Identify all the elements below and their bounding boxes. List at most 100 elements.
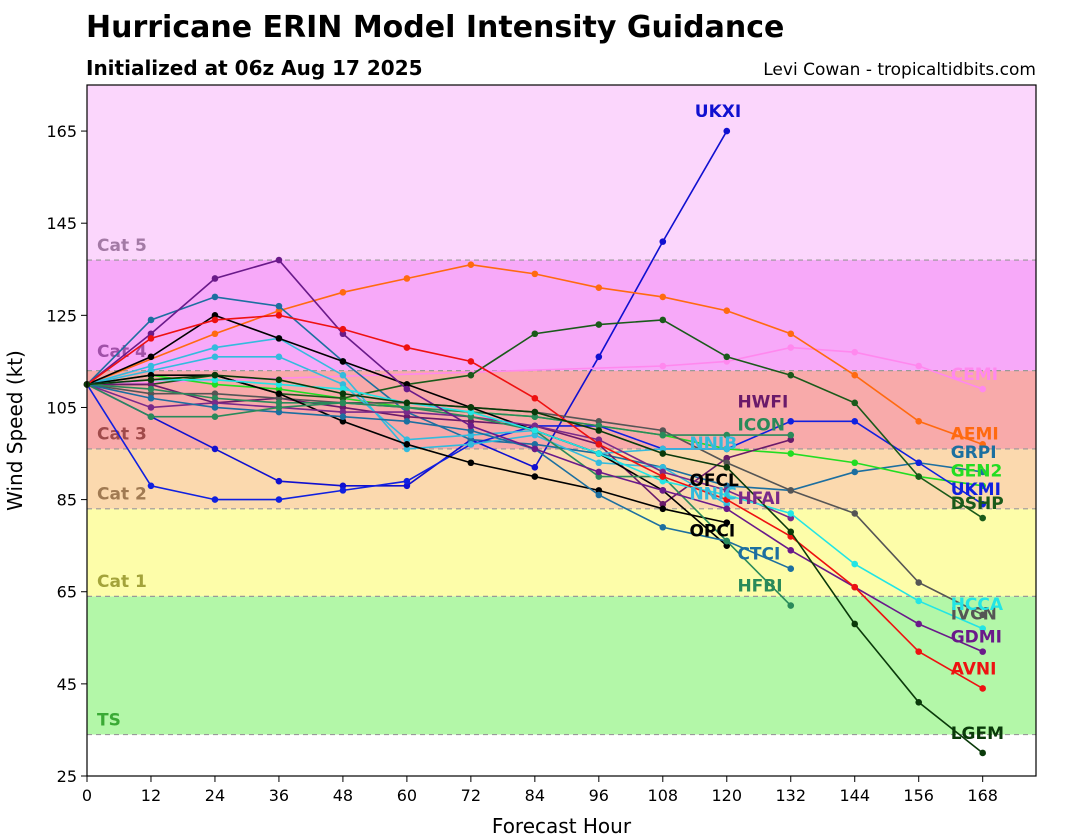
series-point-hcca: [787, 510, 795, 517]
series-point-ivcn: [275, 394, 283, 402]
y-tick-label: 125: [46, 306, 77, 325]
series-point-gen2: [275, 385, 283, 393]
series-point-ukmi: [979, 500, 986, 508]
band-cat-1: [87, 508, 1036, 597]
series-point-icon: [147, 385, 155, 393]
x-tick-label: 120: [712, 786, 743, 805]
series-point-hwfi: [403, 413, 411, 420]
x-tick-label: 108: [648, 786, 679, 805]
series-point-lgem: [339, 390, 347, 397]
series-point-cemi: [787, 344, 795, 351]
x-tick-label: 132: [775, 786, 806, 805]
series-point-gdmi: [723, 505, 731, 513]
series-line-hfbi: [86, 383, 792, 607]
series-point-nnib: [467, 431, 475, 439]
series-label-lgem: LGEM: [951, 724, 1004, 744]
series-point-gdmi: [147, 330, 155, 338]
y-tick-label: 85: [57, 491, 77, 510]
series-point-avni: [723, 496, 731, 503]
series-point-gen2: [211, 381, 219, 388]
band-ts: [87, 596, 1036, 735]
series-point-nnic: [595, 459, 603, 467]
series-point-ofcl: [531, 473, 539, 480]
x-tick-label: 0: [82, 786, 92, 805]
series-line-hfai: [86, 383, 792, 519]
series-point-ukxi: [211, 445, 219, 453]
series-point-ofcl: [275, 390, 283, 397]
series-point-grpi: [467, 436, 475, 444]
series-point-hfbi: [147, 413, 155, 420]
series-point-nnib: [147, 367, 155, 374]
series-point-grpi: [531, 441, 539, 448]
series-point-ctci: [275, 408, 283, 416]
y-tick-label: 165: [46, 122, 77, 141]
series-label-ctci: CTCI: [737, 544, 780, 564]
series-point-avni: [211, 316, 219, 324]
series-label-grpi: GRPI: [951, 443, 997, 463]
series-point-nnic: [531, 431, 539, 439]
series-point-hfai: [403, 408, 411, 416]
series-point-gdmi: [979, 648, 986, 655]
series-point-icon: [275, 399, 283, 407]
series-point-grpi: [723, 482, 731, 490]
series-point-gdmi: [403, 385, 411, 393]
series-line-ctci: [86, 383, 792, 570]
series-point-ivcn: [851, 510, 859, 517]
series-point-hwfi: [787, 436, 795, 444]
series-point-hfbi: [211, 413, 219, 420]
x-tick-label: 12: [141, 786, 161, 805]
series-point-hfbi: [787, 602, 795, 609]
series-point-lgem: [211, 371, 219, 379]
series-point-ofcl: [467, 459, 475, 467]
series-label-nnib: NNIB: [689, 434, 737, 454]
series-point-ofcl: [659, 505, 667, 513]
series-point-aemi: [531, 270, 539, 278]
model-series: [83, 127, 986, 757]
series-point-ctci: [211, 404, 219, 411]
series-point-aemi: [723, 307, 731, 315]
series-point-ctci: [147, 394, 155, 402]
series-point-hcca: [211, 376, 219, 384]
series-point-grpi: [275, 302, 283, 310]
series-label-hfai: HFAI: [737, 489, 780, 509]
band-label-cat-3: Cat 3: [97, 425, 147, 445]
series-point-hfai: [147, 404, 155, 411]
series-point-gen2: [851, 459, 859, 467]
series-point-gdmi: [467, 422, 475, 430]
series-point-ivcn: [659, 427, 667, 434]
chart-axes: 0 12 24 36 48 60 72 84 96 108 120 132 144 156 168 25 45 6…: [3, 84, 1037, 838]
series-point-ofcl: [147, 371, 155, 379]
series-point-grpi: [979, 468, 986, 476]
series-point-ctci: [403, 417, 411, 425]
series-point-hfbi: [275, 404, 283, 411]
plot-frame: [86, 84, 1037, 777]
series-point-ctci: [787, 565, 795, 572]
series-point-aemi: [339, 289, 347, 296]
series-point-hcca: [531, 427, 539, 434]
series-point-hfbi: [723, 537, 731, 545]
series-point-lgem: [275, 376, 283, 384]
series-point-lgem: [851, 620, 859, 628]
series-point-dshp: [467, 371, 475, 379]
chart-title: Hurricane ERIN Model Intensity Guidance: [86, 10, 785, 45]
x-tick-label: 168: [967, 786, 998, 805]
series-point-hcca: [915, 597, 923, 605]
series-point-ukxi: [723, 127, 731, 135]
series-point-gdmi: [915, 620, 923, 628]
series-label-dshp: DSHP: [951, 494, 1004, 514]
series-point-ivcn: [915, 579, 923, 586]
series-point-cemi: [851, 348, 859, 356]
series-point-nnib: [211, 353, 219, 361]
series-point-hcca: [659, 477, 667, 485]
series-point-lgem: [915, 698, 923, 706]
series-point-ukxi: [659, 238, 667, 245]
y-tick-label: 105: [46, 398, 77, 417]
series-point-ukmi: [211, 496, 219, 503]
series-point-ofcl: [595, 487, 603, 494]
series-point-aemi: [979, 441, 986, 448]
series-point-avni: [275, 312, 283, 319]
series-point-ukxi: [275, 477, 283, 485]
series-point-ivcn: [979, 611, 986, 619]
series-point-grpi: [211, 293, 219, 301]
